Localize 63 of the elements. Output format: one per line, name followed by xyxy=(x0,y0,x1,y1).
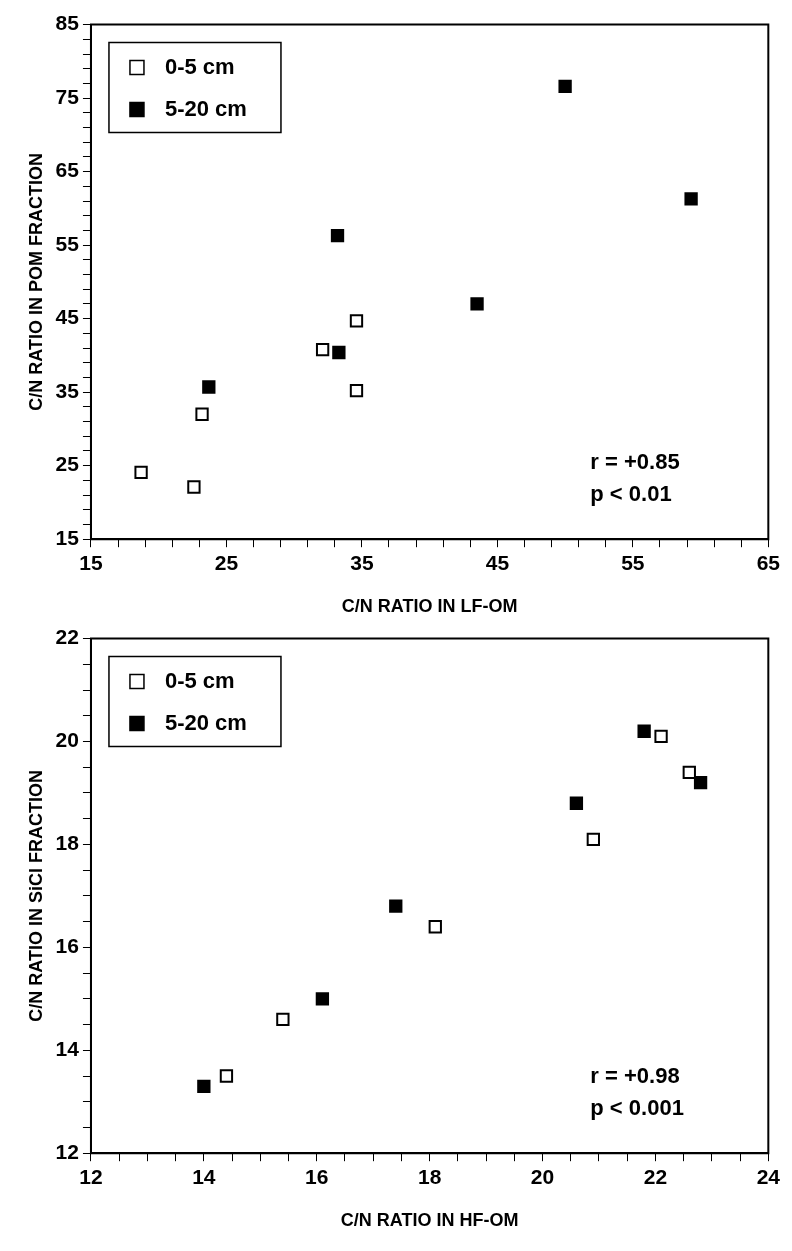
point xyxy=(637,724,651,738)
point xyxy=(330,228,345,243)
point xyxy=(428,920,442,934)
x-tick-label: 15 xyxy=(79,550,103,574)
x-axis-title: C/N RATIO IN HF-OM xyxy=(340,1210,519,1231)
y-tick-label: 16 xyxy=(55,934,79,958)
point xyxy=(586,832,600,846)
point xyxy=(315,342,330,357)
x-tick-label: 16 xyxy=(305,1164,329,1188)
y-tick-label: 12 xyxy=(55,1140,79,1163)
annotation: p < 0.01 xyxy=(590,481,672,507)
legend-label: 5-20 cm xyxy=(164,709,247,735)
y-tick-label: 45 xyxy=(55,305,80,329)
point xyxy=(654,729,668,744)
legend-label: 0-5 cm xyxy=(164,667,235,693)
x-tick-label: 24 xyxy=(756,1164,781,1188)
point xyxy=(202,380,216,394)
y-axis-title: C/N RATIO IN POM FRACTION xyxy=(25,153,46,411)
point xyxy=(349,384,364,398)
x-tick-label: 18 xyxy=(417,1164,442,1188)
y-tick-label: 14 xyxy=(55,1037,80,1061)
y-tick-label: 65 xyxy=(55,158,80,182)
x-tick-label: 25 xyxy=(214,550,239,574)
point xyxy=(197,1079,211,1093)
point xyxy=(276,1012,290,1027)
y-tick-label: 22 xyxy=(55,625,79,649)
y-tick-label: 15 xyxy=(55,526,80,549)
x-tick-label: 14 xyxy=(192,1164,216,1188)
point xyxy=(332,345,346,360)
y-tick-label: 25 xyxy=(55,452,80,476)
point xyxy=(682,765,696,780)
y-tick-label: 55 xyxy=(55,231,80,255)
y-tick-label: 18 xyxy=(55,831,80,855)
x-axis-title: C/N RATIO IN LF-OM xyxy=(341,596,518,617)
annotation: r = +0.85 xyxy=(590,449,680,475)
point xyxy=(693,776,708,790)
y-tick-label: 20 xyxy=(55,728,79,752)
legend-label: 0-5 cm xyxy=(164,53,235,79)
point xyxy=(558,79,572,94)
annotation: p < 0.001 xyxy=(590,1095,684,1121)
x-tick-label: 55 xyxy=(621,550,645,574)
y-tick-label: 75 xyxy=(55,84,80,108)
point xyxy=(315,992,330,1006)
point xyxy=(187,480,201,494)
point xyxy=(134,465,148,479)
x-tick-label: 12 xyxy=(79,1164,103,1188)
x-tick-label: 45 xyxy=(485,550,510,574)
x-tick-label: 65 xyxy=(756,550,781,574)
x-tick-label: 35 xyxy=(350,550,374,574)
legend-label: 5-20 cm xyxy=(164,95,247,121)
point xyxy=(349,314,364,328)
point xyxy=(219,1069,234,1083)
y-tick-label: 85 xyxy=(55,11,80,35)
point xyxy=(470,297,484,311)
y-axis-title: C/N RATIO IN SiCl FRACTION xyxy=(25,770,46,1022)
x-tick-label: 20 xyxy=(530,1164,555,1188)
point xyxy=(389,899,403,913)
annotation: r = +0.98 xyxy=(590,1063,680,1089)
point xyxy=(569,796,584,810)
point xyxy=(195,407,209,421)
y-tick-label: 35 xyxy=(55,378,80,402)
point xyxy=(684,192,698,206)
x-tick-label: 22 xyxy=(643,1164,668,1188)
